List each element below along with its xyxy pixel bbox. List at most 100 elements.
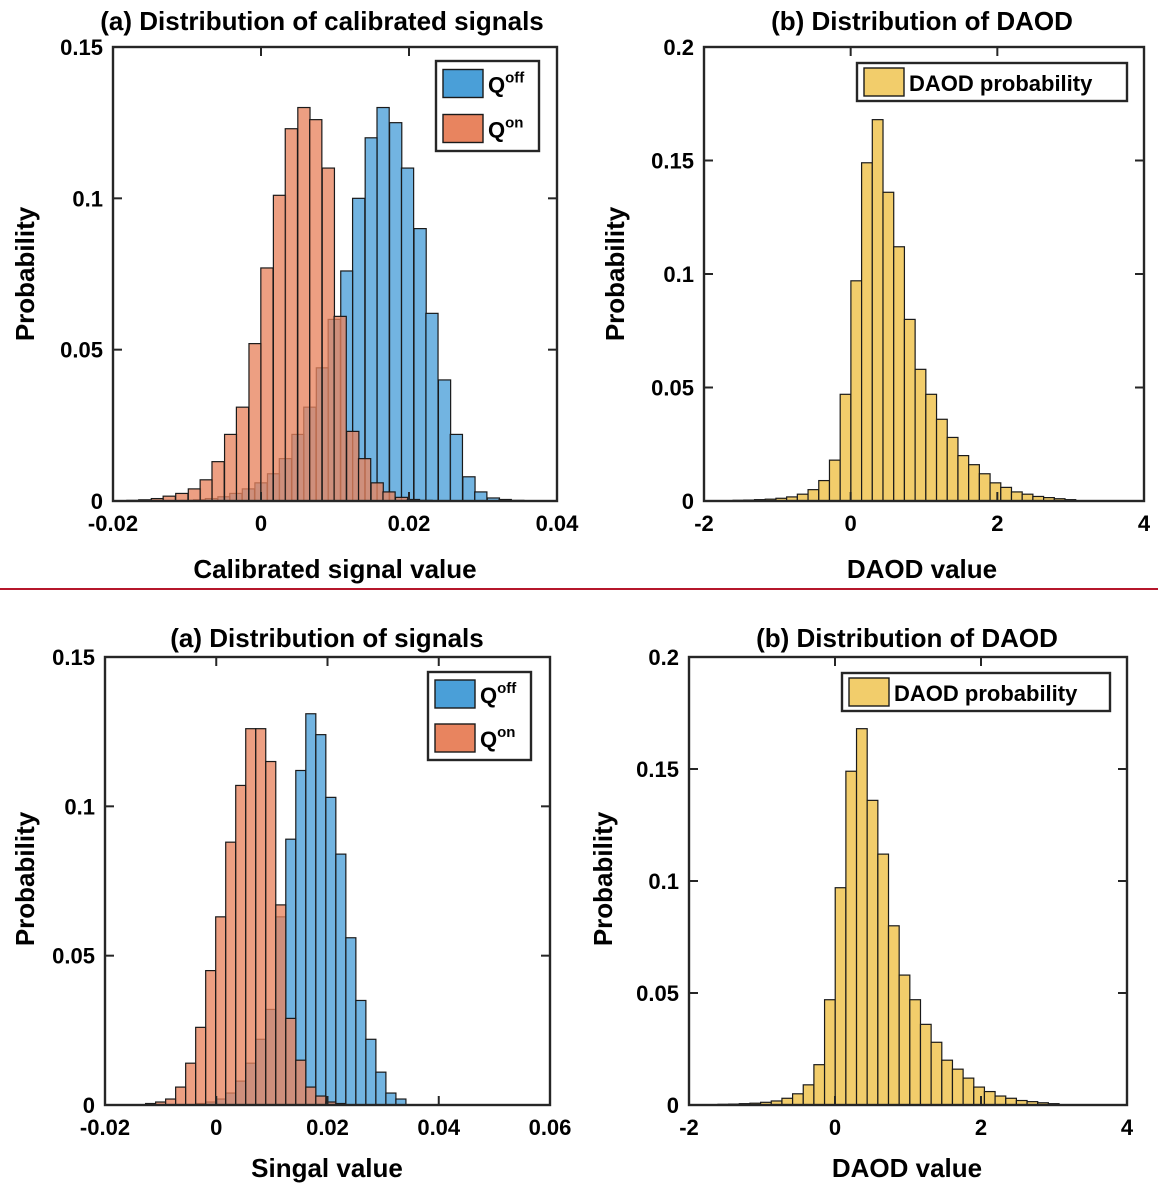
y-tick-label: 0 (83, 1093, 95, 1118)
bar (946, 436, 959, 502)
bar (315, 1095, 327, 1106)
bar (199, 479, 213, 502)
bar (828, 459, 841, 502)
legend-swatch (434, 679, 476, 709)
x-axis-label: Singal value (251, 1153, 403, 1183)
bar (882, 191, 895, 502)
bar (968, 464, 980, 502)
bar (413, 228, 427, 502)
bar (235, 784, 247, 1106)
bar (978, 473, 991, 502)
bar (437, 379, 452, 502)
bar (951, 1068, 964, 1106)
bar (388, 122, 403, 502)
bar (175, 1086, 187, 1106)
bar (284, 128, 299, 502)
bar (265, 760, 277, 1106)
bar (994, 1095, 1007, 1106)
bar (260, 267, 274, 502)
bar (802, 1084, 815, 1106)
bar (195, 1026, 207, 1106)
legend-swatch (434, 723, 476, 753)
bar (309, 119, 323, 502)
bar (1010, 491, 1023, 502)
bar (225, 841, 237, 1106)
chart-title: (b) Distribution of DAOD (771, 6, 1073, 36)
x-tick-label: 0.02 (388, 511, 431, 536)
x-axis-label: DAOD value (832, 1153, 982, 1183)
bar (855, 728, 868, 1106)
legend-entry: DAOD probability (848, 677, 1078, 707)
bar (235, 406, 250, 502)
y-axis-label: Probability (588, 811, 618, 946)
bar (315, 734, 327, 1106)
bar (205, 969, 217, 1106)
bar (345, 937, 357, 1106)
bar (893, 246, 906, 502)
bar (860, 162, 873, 502)
bar (335, 853, 347, 1106)
y-tick-label: 0.15 (52, 645, 95, 670)
bar (333, 315, 347, 502)
x-tick-label: 4 (1138, 511, 1151, 536)
x-tick-label: 0 (255, 511, 267, 536)
axes-box (111, 45, 559, 503)
legend-swatch (848, 677, 890, 707)
bar (839, 393, 852, 502)
chart-title: (a) Distribution of signals (170, 623, 483, 653)
bar (272, 194, 287, 502)
bar (957, 455, 970, 502)
legend-entry: Qon (434, 723, 515, 753)
chart-title: (a) Distribution of calibrated signals (100, 6, 544, 36)
y-tick-label: 0 (91, 489, 103, 514)
bar (248, 343, 262, 502)
legend-label: DAOD probability (909, 71, 1093, 96)
bar (385, 1092, 397, 1106)
bar (877, 853, 890, 1106)
y-tick-label: 0.1 (648, 869, 679, 894)
bar (1000, 486, 1013, 502)
bar (425, 312, 439, 502)
bar (941, 1059, 954, 1106)
y-tick-label: 0 (667, 1093, 679, 1118)
legend-entry: DAOD probability (863, 67, 1093, 97)
x-tick-label: -2 (694, 511, 714, 536)
x-tick-label: 0.04 (536, 511, 580, 536)
series-2-bars (113, 106, 433, 502)
bar (211, 461, 225, 502)
bar (255, 728, 267, 1106)
legend-entry: Qoff (434, 679, 517, 709)
x-tick-label: 0 (829, 1115, 841, 1140)
legend-label-superscript: off (505, 70, 525, 87)
legend-label-superscript: on (497, 724, 515, 741)
bar (813, 1064, 826, 1106)
x-tick-label: 0 (210, 1115, 222, 1140)
bar (185, 1062, 197, 1106)
y-tick-label: 0.05 (52, 944, 95, 969)
bar (305, 713, 317, 1106)
bar (903, 318, 916, 502)
bar (295, 769, 307, 1106)
bar (370, 482, 384, 502)
y-tick-label: 0.1 (72, 186, 103, 211)
bar (295, 1059, 307, 1106)
bar (321, 167, 336, 502)
y-axis-label: Probability (600, 206, 630, 341)
bar (871, 119, 884, 502)
x-tick-label: -0.02 (80, 1115, 130, 1140)
bar (449, 433, 464, 502)
bar (925, 393, 938, 502)
x-tick-label: 2 (991, 511, 1003, 536)
y-tick-label: 0.05 (651, 376, 694, 401)
x-tick-label: 4 (1121, 1115, 1134, 1140)
bar (935, 418, 948, 502)
bar (346, 430, 360, 502)
legend-label: DAOD probability (894, 681, 1078, 706)
bar (355, 999, 367, 1106)
chart-title: (b) Distribution of DAOD (756, 623, 1058, 653)
bar (962, 1077, 975, 1106)
